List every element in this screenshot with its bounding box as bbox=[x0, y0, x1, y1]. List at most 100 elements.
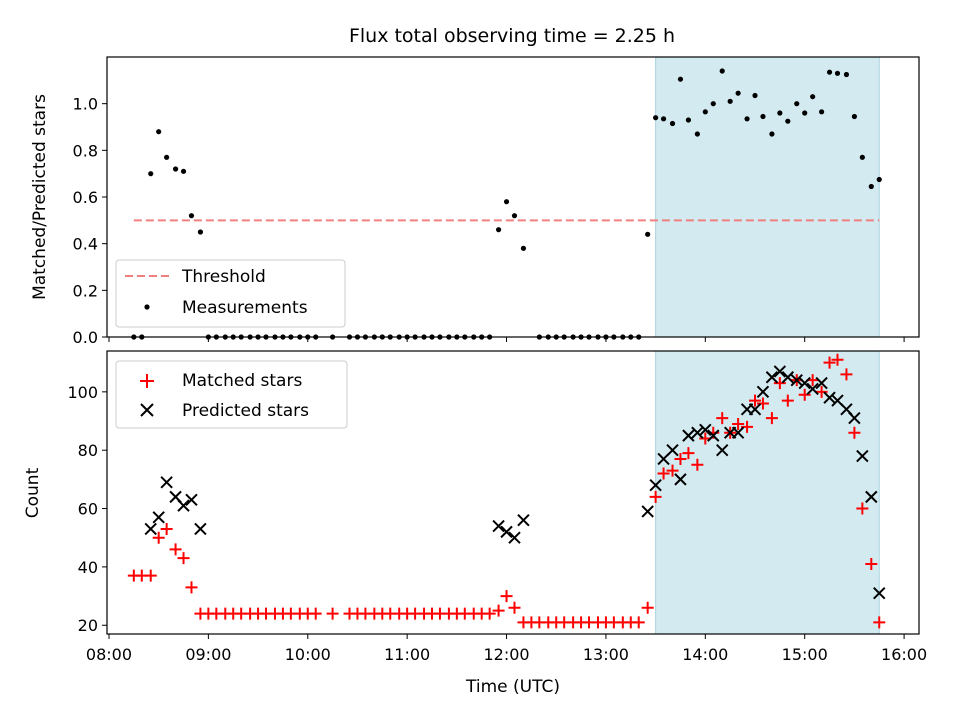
matched-star-point bbox=[840, 368, 853, 381]
matched-star-point bbox=[732, 417, 745, 430]
predicted-star-point bbox=[731, 426, 745, 439]
measurement-point bbox=[694, 131, 700, 137]
matched-star-point bbox=[160, 522, 173, 535]
measurement-point bbox=[727, 98, 733, 104]
predicted-star-point bbox=[144, 522, 157, 536]
top-y-ticks: 0.0 0.2 0.4 0.6 0.8 1.0 bbox=[73, 95, 107, 347]
x-tick-label: 10:00 bbox=[285, 645, 331, 664]
bottom-panel: 20 40 60 80 100 08:00 09:00 10:00 11:00 12:00 13:… bbox=[23, 350, 927, 697]
matched-star-point bbox=[177, 552, 190, 565]
measurement-point bbox=[868, 183, 874, 190]
matched-star-point bbox=[152, 531, 165, 544]
predicted-star-point bbox=[500, 525, 513, 539]
matched-star-point bbox=[641, 601, 654, 614]
matched-star-point bbox=[326, 607, 339, 620]
measurement-point bbox=[876, 176, 882, 183]
measurement-point bbox=[710, 101, 716, 107]
top-y-tick-label: 0.6 bbox=[73, 188, 98, 207]
top-y-tick-label: 0.4 bbox=[73, 235, 98, 254]
matched-star-point bbox=[873, 616, 886, 629]
matched-star-point bbox=[716, 412, 729, 425]
bottom-y-tick-label: 100 bbox=[67, 383, 98, 402]
measurement-point bbox=[520, 245, 527, 251]
matched-star-point bbox=[649, 490, 662, 503]
top-legend-box bbox=[115, 259, 346, 328]
predicted-star-point bbox=[865, 490, 878, 504]
top-y-tick-label: 0.0 bbox=[73, 328, 98, 347]
predicted-star-point bbox=[177, 499, 190, 512]
measurement-point bbox=[859, 154, 865, 160]
measurement-point bbox=[834, 70, 841, 76]
measurement-point bbox=[156, 129, 162, 135]
top-panel: 0.0 0.2 0.4 0.6 0.8 1.0 Matched/Predicted sta… bbox=[30, 56, 920, 347]
matched-star-point bbox=[773, 377, 786, 390]
legend-measurements-label: Measurements bbox=[182, 298, 308, 318]
measurement-point bbox=[511, 213, 518, 219]
measurement-point bbox=[180, 168, 187, 174]
predicted-star-point bbox=[873, 586, 886, 600]
predicted-star-point bbox=[682, 429, 695, 442]
predicted-star-point bbox=[194, 522, 207, 536]
x-tick-label: 11:00 bbox=[384, 645, 430, 664]
measurement-point bbox=[818, 109, 825, 115]
matched-star-point bbox=[781, 394, 794, 407]
predicted-star-point bbox=[674, 473, 687, 486]
predicted-star-point bbox=[823, 391, 836, 404]
measurement-point bbox=[744, 116, 750, 122]
measurement-point bbox=[188, 213, 195, 219]
bottom-y-ticks: 20 40 60 80 100 bbox=[67, 383, 107, 635]
bottom-y-tick-label: 40 bbox=[78, 558, 98, 577]
measurement-point bbox=[503, 199, 510, 205]
predicted-star-point bbox=[649, 478, 662, 492]
predicted-star-point bbox=[160, 476, 173, 489]
bottom-y-tick-label: 60 bbox=[78, 500, 98, 519]
legend-matched-label: Matched stars bbox=[182, 371, 302, 391]
x-tick-label: 15:00 bbox=[782, 645, 828, 664]
predicted-star-point bbox=[765, 371, 779, 384]
predicted-star-point bbox=[790, 373, 803, 387]
legend-predicted-label: Predicted stars bbox=[182, 401, 309, 421]
measurement-point bbox=[172, 166, 179, 172]
measurement-point bbox=[769, 131, 775, 137]
matched-star-point bbox=[144, 569, 157, 582]
predicted-star-point bbox=[781, 371, 795, 384]
x-tick-label: 09:00 bbox=[185, 645, 231, 664]
x-tick-label: 12:00 bbox=[483, 645, 529, 664]
measurement-point bbox=[702, 109, 708, 115]
measurement-point bbox=[785, 118, 791, 124]
predicted-star-point bbox=[716, 443, 729, 457]
measurement-point bbox=[843, 71, 850, 78]
bottom-y-axis-label: Count bbox=[23, 467, 43, 518]
measurement-point bbox=[851, 113, 857, 120]
legend-measurements-swatch bbox=[144, 304, 150, 310]
measurement-point bbox=[810, 94, 816, 100]
measurement-point bbox=[197, 229, 204, 235]
predicted-star-point bbox=[798, 376, 811, 390]
top-y-tick-label: 0.2 bbox=[73, 281, 98, 300]
bottom-axes-frame bbox=[106, 350, 920, 635]
predicted-star-point bbox=[691, 426, 704, 439]
matched-star-point bbox=[674, 452, 687, 465]
measurement-point bbox=[660, 116, 667, 122]
matched-star-point bbox=[632, 616, 645, 629]
count-points bbox=[127, 353, 886, 629]
predicted-star-point bbox=[517, 514, 530, 527]
matched-star-point bbox=[865, 557, 878, 570]
matched-star-point bbox=[508, 601, 521, 614]
matched-star-point bbox=[500, 590, 513, 603]
measurement-point bbox=[685, 117, 692, 123]
matched-star-point bbox=[185, 581, 198, 594]
legend-matched-swatch bbox=[140, 374, 154, 388]
measurement-point bbox=[735, 90, 741, 96]
bottom-x-ticks: 08:00 09:00 10:00 11:00 12:00 13:00 14:00 15:00… bbox=[86, 634, 927, 664]
predicted-star-point bbox=[815, 376, 828, 390]
predicted-star-point bbox=[773, 365, 787, 378]
predicted-star-point bbox=[508, 531, 521, 544]
predicted-star-point bbox=[152, 511, 165, 524]
predicted-star-point bbox=[848, 411, 861, 425]
matched-star-point bbox=[657, 467, 670, 480]
matched-star-point bbox=[823, 356, 836, 369]
measurement-point bbox=[719, 68, 725, 74]
matched-star-point bbox=[756, 397, 769, 410]
